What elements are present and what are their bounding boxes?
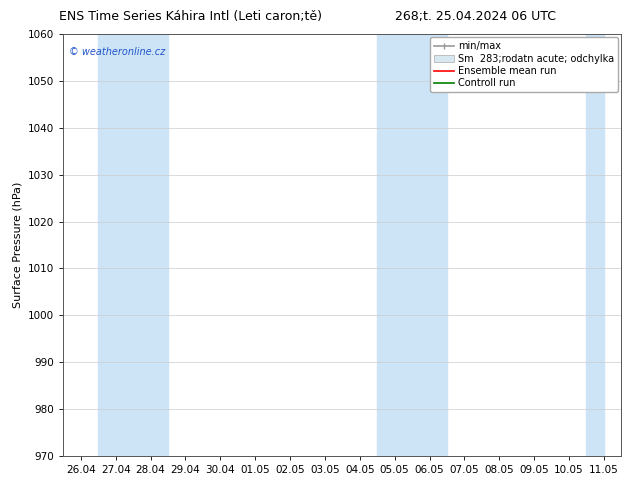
Bar — [586, 34, 604, 456]
Bar — [377, 34, 447, 456]
Text: ENS Time Series Káhira Intl (Leti caron;tě): ENS Time Series Káhira Intl (Leti caron;… — [59, 10, 321, 23]
Text: 268;t. 25.04.2024 06 UTC: 268;t. 25.04.2024 06 UTC — [395, 10, 556, 23]
Y-axis label: Surface Pressure (hPa): Surface Pressure (hPa) — [13, 182, 23, 308]
Bar — [98, 34, 168, 456]
Text: © weatheronline.cz: © weatheronline.cz — [69, 47, 165, 57]
Legend: min/max, Sm  283;rodatn acute; odchylka, Ensemble mean run, Controll run: min/max, Sm 283;rodatn acute; odchylka, … — [430, 37, 618, 92]
